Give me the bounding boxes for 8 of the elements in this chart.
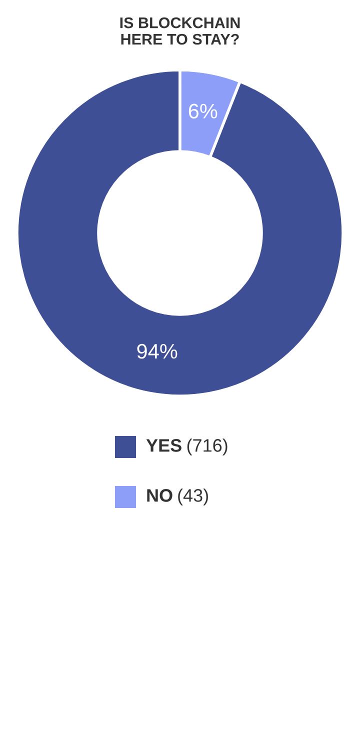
legend-label: YES — [146, 439, 182, 452]
chart-title: IS BLOCKCHAIN HERE TO STAY? — [120, 17, 240, 45]
donut-slice — [16, 68, 344, 398]
text: (43) — [178, 488, 208, 506]
text: (716) — [187, 438, 228, 456]
data-label: 6% — [188, 104, 218, 119]
data-label: 94% — [137, 344, 178, 359]
legend-label: NO — [147, 489, 172, 502]
